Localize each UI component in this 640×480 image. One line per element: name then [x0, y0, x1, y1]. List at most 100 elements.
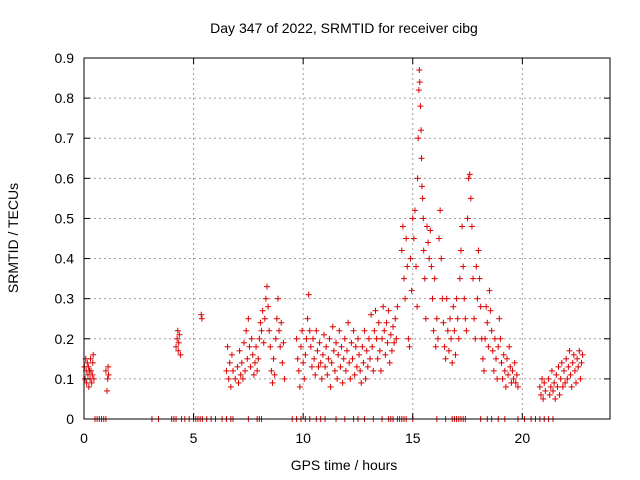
- data-point: [558, 359, 565, 366]
- data-point: [571, 367, 578, 374]
- x-tick-label: 20: [515, 430, 531, 446]
- data-point: [306, 327, 313, 334]
- data-point: [267, 343, 274, 350]
- data-point: [432, 343, 439, 350]
- data-point: [576, 347, 583, 354]
- data-point: [243, 327, 250, 334]
- x-tick-label: 15: [405, 430, 421, 446]
- data-point: [328, 359, 335, 366]
- data-point: [249, 351, 256, 358]
- data-point: [281, 375, 288, 382]
- data-point: [429, 295, 436, 302]
- data-point: [414, 303, 421, 310]
- data-point: [510, 375, 517, 382]
- data-point: [242, 367, 249, 374]
- data-point: [104, 375, 111, 382]
- data-point: [278, 319, 285, 326]
- data-point: [393, 335, 400, 342]
- data-point: [420, 215, 427, 222]
- data-point: [270, 355, 277, 362]
- data-point: [377, 367, 384, 374]
- data-point: [259, 307, 266, 314]
- data-point: [245, 315, 252, 322]
- data-point: [483, 303, 490, 310]
- data-point: [268, 367, 275, 374]
- data-point: [507, 363, 514, 370]
- data-point: [463, 327, 470, 334]
- data-point: [234, 363, 241, 370]
- data-point: [83, 379, 90, 386]
- data-point: [84, 359, 91, 366]
- data-point: [400, 275, 407, 282]
- data-point: [493, 355, 500, 362]
- data-point: [312, 371, 319, 378]
- data-point: [301, 375, 308, 382]
- data-point: [102, 367, 109, 374]
- data-point: [536, 383, 543, 390]
- data-point: [403, 235, 410, 242]
- data-point: [434, 335, 441, 342]
- data-point: [474, 295, 481, 302]
- data-point: [250, 371, 257, 378]
- data-point: [453, 295, 460, 302]
- data-point: [351, 371, 358, 378]
- data-point: [326, 335, 333, 342]
- y-tick-labels: 0 0.1 0.2 0.3 0.4 0.5 0.6 0.7 0.8 0.9: [55, 50, 75, 427]
- data-point: [495, 343, 502, 350]
- data-point: [386, 359, 393, 366]
- data-point: [415, 135, 422, 142]
- data-point: [501, 367, 508, 374]
- y-axis-label: SRMTID / TECUs: [5, 183, 21, 293]
- data-point: [294, 355, 301, 362]
- data-point: [262, 295, 269, 302]
- data-point: [565, 363, 572, 370]
- data-point: [444, 327, 451, 334]
- data-point: [441, 343, 448, 350]
- data-point: [345, 319, 352, 326]
- data-point: [350, 327, 357, 334]
- data-point: [296, 383, 303, 390]
- data-point: [391, 339, 398, 346]
- data-point: [295, 367, 302, 374]
- data-point: [279, 359, 286, 366]
- data-point: [257, 319, 264, 326]
- data-point: [272, 335, 279, 342]
- data-point: [472, 335, 479, 342]
- data-point: [359, 343, 366, 350]
- data-point: [409, 215, 416, 222]
- data-point: [433, 315, 440, 322]
- y-tick-label: 0.7: [55, 130, 75, 146]
- data-point: [273, 315, 280, 322]
- data-point: [277, 343, 284, 350]
- y-tick-label: 0.2: [55, 331, 75, 347]
- data-point: [451, 327, 458, 334]
- data-point: [443, 295, 450, 302]
- data-point: [550, 387, 557, 394]
- data-point: [497, 335, 504, 342]
- data-point: [299, 327, 306, 334]
- data-point: [87, 355, 94, 362]
- data-point: [460, 263, 467, 270]
- data-point: [408, 287, 415, 294]
- data-point: [482, 335, 489, 342]
- data-point: [394, 303, 401, 310]
- data-point: [105, 371, 112, 378]
- data-point: [480, 367, 487, 374]
- data-points: [81, 67, 586, 422]
- data-point: [450, 303, 457, 310]
- data-point: [390, 323, 397, 330]
- data-point: [415, 87, 422, 94]
- y-tick-label: 0.5: [55, 210, 75, 226]
- data-point: [329, 323, 336, 330]
- data-point: [447, 315, 454, 322]
- y-tick-label: 0.8: [55, 90, 75, 106]
- data-point: [388, 347, 395, 354]
- data-point: [490, 367, 497, 374]
- data-point: [346, 359, 353, 366]
- data-point: [338, 343, 345, 350]
- data-point: [269, 379, 276, 386]
- data-point: [414, 175, 421, 182]
- data-point: [465, 175, 472, 182]
- data-point: [417, 103, 424, 110]
- data-point: [349, 355, 356, 362]
